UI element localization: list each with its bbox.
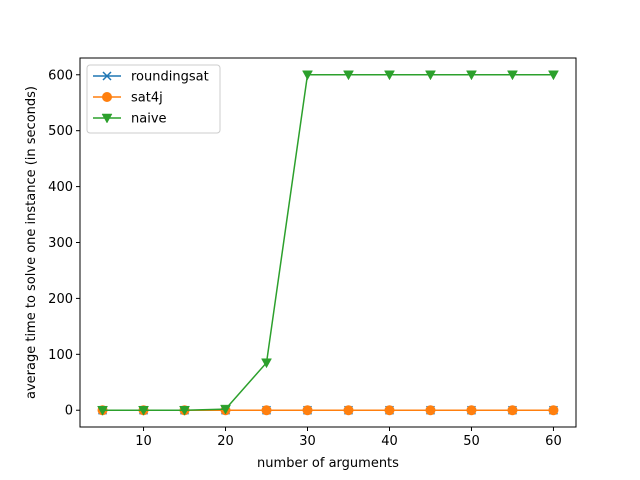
legend-marker bbox=[102, 92, 112, 102]
legend-label: roundingsat bbox=[131, 70, 209, 85]
legend-label: naive bbox=[131, 112, 167, 127]
y-axis-label: average time to solve one instance (in s… bbox=[24, 86, 39, 399]
data-point-naive bbox=[179, 405, 190, 416]
x-axis-label: number of arguments bbox=[257, 456, 399, 471]
series-line-naive bbox=[102, 74, 554, 411]
x-tick-label: 50 bbox=[463, 434, 480, 449]
legend-item: naive bbox=[93, 112, 167, 127]
x-tick-label: 40 bbox=[381, 434, 398, 449]
y-tick-label: 0 bbox=[65, 404, 73, 419]
data-point-naive bbox=[425, 70, 436, 81]
legend-marker bbox=[102, 71, 112, 81]
y-tick-label: 600 bbox=[48, 68, 73, 83]
y-tick-label: 100 bbox=[48, 348, 73, 363]
data-point-sat4j bbox=[302, 405, 313, 416]
data-point-sat4j bbox=[343, 405, 354, 416]
legend-marker bbox=[101, 113, 113, 124]
plot-area bbox=[97, 70, 559, 416]
data-point-naive bbox=[507, 70, 518, 81]
x-tick-label: 30 bbox=[299, 434, 316, 449]
data-point-naive bbox=[466, 70, 477, 81]
y-tick-label: 400 bbox=[48, 180, 73, 195]
data-point-sat4j bbox=[261, 405, 272, 416]
legend-label: sat4j bbox=[131, 91, 163, 106]
legend: roundingsat sat4j naive bbox=[86, 64, 221, 134]
data-point-naive bbox=[97, 405, 108, 416]
y-tick-label: 200 bbox=[48, 292, 73, 307]
data-point-naive bbox=[261, 358, 272, 369]
x-tick-label: 10 bbox=[135, 434, 152, 449]
data-point-naive bbox=[302, 70, 313, 81]
x-tick-label: 60 bbox=[545, 434, 562, 449]
data-point-sat4j bbox=[425, 405, 436, 416]
data-point-naive bbox=[220, 404, 231, 415]
data-point-sat4j bbox=[384, 405, 395, 416]
y-tick-label: 300 bbox=[48, 236, 73, 251]
legend-box bbox=[86, 64, 221, 134]
data-point-sat4j bbox=[466, 405, 477, 416]
y-tick-label: 500 bbox=[48, 124, 73, 139]
data-point-naive bbox=[384, 70, 395, 81]
legend-item: sat4j bbox=[93, 91, 163, 106]
data-point-sat4j bbox=[507, 405, 518, 416]
data-point-naive bbox=[138, 405, 149, 416]
x-tick-label: 20 bbox=[217, 434, 234, 449]
data-point-naive bbox=[548, 70, 559, 81]
data-point-naive bbox=[343, 70, 354, 81]
legend-item: roundingsat bbox=[93, 70, 209, 85]
data-point-sat4j bbox=[548, 405, 559, 416]
